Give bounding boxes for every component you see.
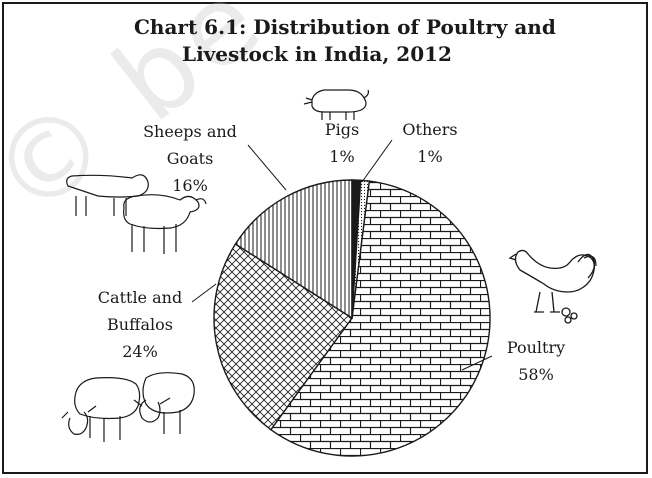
leader-line-sheep [247,144,287,191]
pie-slice-poultry [269,180,491,457]
leader-line-cattle [191,283,217,303]
label-sheep: Sheeps and Goats 16% [134,118,246,199]
goat-sheep-icon [66,174,207,254]
leader-line-others [361,139,393,183]
label-others-name: Others [402,120,458,139]
label-cattle: Cattle and Buffalos 24% [90,284,190,365]
chart-title: Chart 6.1: Distribution of Poultry and L… [130,14,600,68]
label-poultry-name: Poultry [506,338,566,357]
label-pigs-value: 1% [329,147,355,166]
label-sheep-name-2: Goats [166,149,214,168]
label-cattle-name-1: Cattle and [97,288,183,307]
leader-line-poultry [461,355,493,371]
label-poultry-value: 58% [518,365,554,384]
label-sheep-name-1: Sheeps and [143,122,237,141]
cattle-icon [61,372,195,442]
pie-slice-cattle-and-buffalos [213,243,354,431]
rooster-icon [508,249,597,324]
pig-icon [303,89,370,120]
pie-slice-sheeps-and-goats [234,179,353,320]
label-cattle-name-2: Buffalos [107,315,173,334]
pie-slice-others [351,179,371,319]
label-pigs: Pigs 1% [312,116,372,170]
label-sheep-value: 16% [172,176,208,195]
pie-slices [213,179,491,457]
label-others-value: 1% [417,147,443,166]
label-poultry: Poultry 58% [498,334,574,388]
label-others: Others 1% [392,116,468,170]
chart-title-line2: Livestock in India, 2012 [182,42,452,66]
chart-title-line1: Chart 6.1: Distribution of Poultry and [134,15,556,39]
label-pigs-name: Pigs [324,120,360,139]
label-cattle-value: 24% [122,342,158,361]
